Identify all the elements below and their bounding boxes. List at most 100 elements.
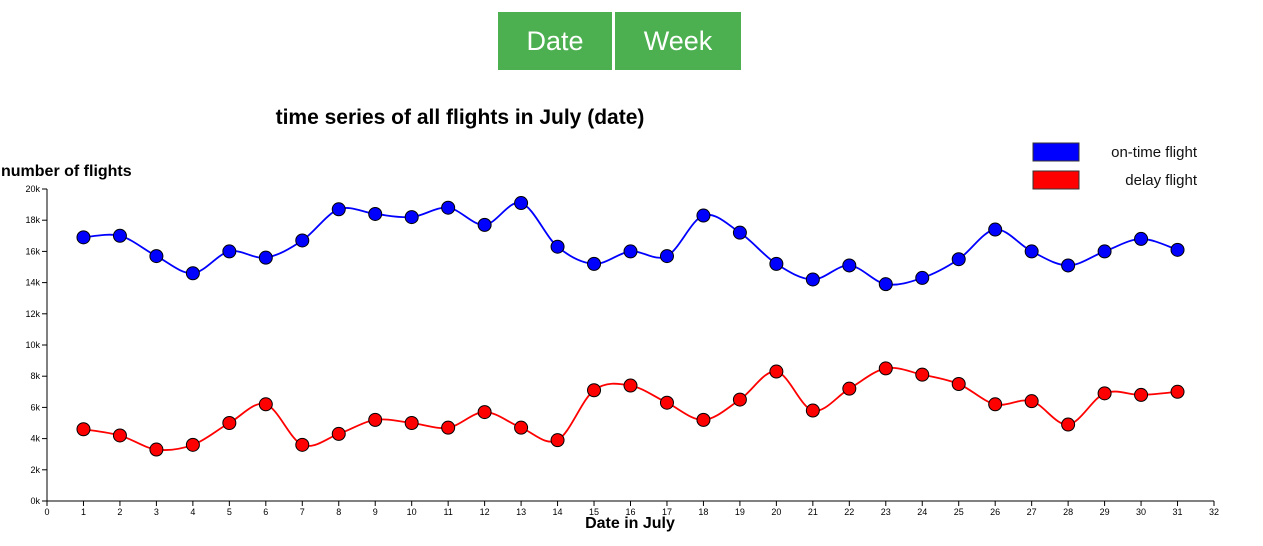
- x-tick-label: 8: [336, 507, 341, 517]
- x-tick-label: 13: [516, 507, 526, 517]
- on-time-legend-swatch: [1032, 142, 1080, 162]
- delay-point: [112, 428, 127, 443]
- on-time-point: [805, 272, 820, 287]
- on-time-point: [951, 252, 966, 267]
- delay-point: [769, 364, 784, 379]
- x-tick-label: 15: [589, 507, 599, 517]
- x-axis-title: Date in July: [585, 515, 675, 532]
- on-time-point: [222, 244, 237, 259]
- delay-point: [659, 395, 674, 410]
- x-tick-label: 22: [844, 507, 854, 517]
- delay-point: [331, 426, 346, 441]
- x-tick-label: 6: [263, 507, 268, 517]
- y-axis-title: number of flights: [1, 163, 132, 180]
- y-tick-label: 20k: [25, 184, 40, 194]
- x-tick-label: 10: [407, 507, 417, 517]
- delay-point: [295, 437, 310, 452]
- on-time-point: [1097, 244, 1112, 259]
- x-tick-label: 2: [117, 507, 122, 517]
- delay-point: [1170, 384, 1185, 399]
- delay-point: [842, 381, 857, 396]
- on-time-legend-label: on-time flight: [1111, 144, 1198, 161]
- x-tick-label: 19: [735, 507, 745, 517]
- on-time-point: [76, 230, 91, 245]
- on-time-point: [1024, 244, 1039, 259]
- x-tick-label: 16: [625, 507, 635, 517]
- delay-point: [222, 416, 237, 430]
- delay-point: [514, 420, 529, 435]
- delay-point: [76, 422, 91, 437]
- delay-point: [1061, 417, 1076, 432]
- on-time-point: [112, 228, 127, 243]
- x-tick-label: 14: [553, 507, 563, 517]
- x-tick-label: 11: [443, 507, 452, 517]
- delay-point: [915, 367, 930, 382]
- delay-point: [404, 416, 419, 430]
- y-tick-label: 10k: [25, 340, 40, 350]
- on-time-point: [331, 202, 346, 217]
- on-time-point: [477, 217, 492, 232]
- delay-legend-label: delay flight: [1125, 172, 1198, 189]
- on-time-point: [623, 244, 638, 259]
- delay-point: [1024, 394, 1039, 409]
- date-button[interactable]: Date: [498, 12, 612, 70]
- x-tick-label: 3: [154, 507, 159, 517]
- x-tick-label: 29: [1100, 507, 1110, 517]
- delay-point: [951, 377, 966, 391]
- x-tick-label: 1: [81, 507, 86, 517]
- x-tick-label: 9: [373, 507, 378, 517]
- x-tick-label: 7: [300, 507, 305, 517]
- delay-legend-swatch: [1032, 170, 1080, 190]
- on-time-point: [696, 208, 711, 223]
- on-time-point: [295, 233, 310, 248]
- on-time-point: [732, 225, 747, 240]
- delay-point: [185, 437, 200, 452]
- delay-point: [988, 397, 1003, 412]
- on-time-point: [514, 196, 529, 211]
- delay-point: [878, 361, 893, 376]
- y-tick-label: 18k: [25, 215, 40, 225]
- week-button[interactable]: Week: [615, 12, 741, 70]
- x-tick-label: 28: [1063, 507, 1073, 517]
- series-lines: [83, 202, 1178, 451]
- delay-point: [732, 392, 747, 407]
- y-tick-label: 0k: [30, 496, 40, 506]
- on-time-point: [149, 249, 164, 264]
- delay-point: [696, 412, 711, 427]
- x-tick-label: 5: [227, 507, 232, 517]
- on-time-point: [1134, 231, 1149, 246]
- x-tick-label: 0: [44, 507, 49, 517]
- x-tick-label: 27: [1027, 507, 1037, 517]
- on-time-point: [404, 210, 419, 225]
- delay-point: [258, 397, 273, 412]
- y-tick-label: 16k: [25, 246, 40, 256]
- y-tick-label: 14k: [25, 278, 40, 288]
- x-tick-label: 31: [1173, 507, 1183, 517]
- delay-point: [1134, 387, 1149, 402]
- y-tick-label: 8k: [30, 371, 40, 381]
- x-tick-label: 26: [990, 507, 1000, 517]
- x-tick-label: 4: [190, 507, 195, 517]
- y-tick-label: 12k: [25, 309, 40, 319]
- on-time-point: [988, 222, 1003, 237]
- delay-point: [477, 405, 492, 420]
- x-tick-label: 25: [954, 507, 964, 517]
- x-tick-label: 20: [771, 507, 781, 517]
- view-toggle-group: Date Week: [498, 12, 741, 70]
- on-time-point: [1170, 242, 1185, 257]
- x-tick-label: 12: [480, 507, 490, 517]
- legend: on-time flight delay flight: [1032, 142, 1198, 190]
- axes: 0 1 2 3 4 5 6 7 8 9 10 11 12 13 14 15 16 17 18 19 20 21 22 23 24…: [25, 184, 1219, 517]
- y-tick-label: 2k: [30, 465, 40, 475]
- on-time-point: [441, 200, 456, 215]
- delay-point: [368, 412, 383, 427]
- on-time-point: [915, 270, 930, 285]
- delay-point: [623, 378, 638, 393]
- x-tick-label: 32: [1209, 507, 1219, 517]
- on-time-point: [1061, 258, 1076, 273]
- delay-point: [441, 420, 456, 435]
- x-tick-label: 17: [662, 507, 672, 517]
- x-tick-label: 24: [917, 507, 927, 517]
- delay-point: [587, 383, 602, 398]
- on-time-point: [550, 239, 565, 254]
